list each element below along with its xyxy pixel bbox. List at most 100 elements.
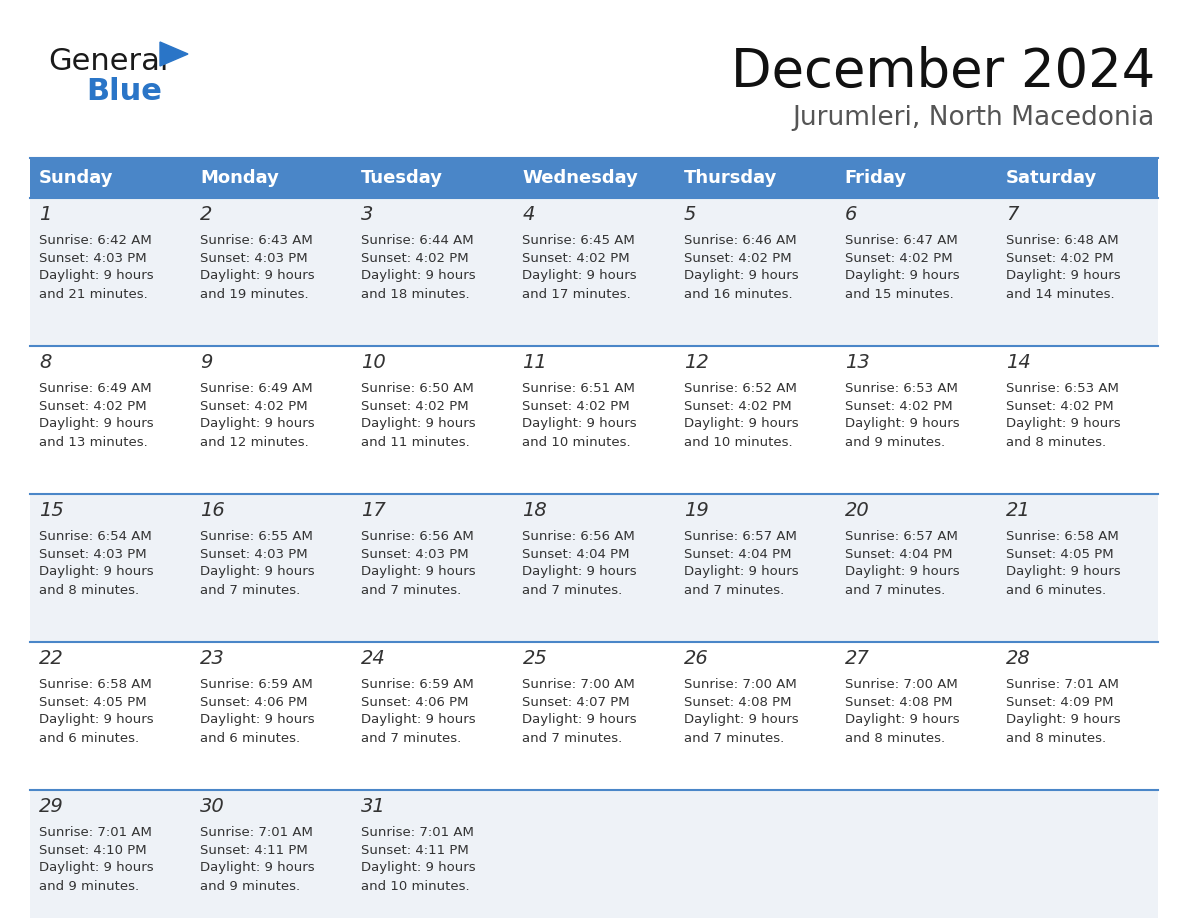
Text: 29: 29 (39, 797, 64, 815)
Text: Sunrise: 6:49 AM: Sunrise: 6:49 AM (39, 382, 152, 395)
Text: Sunrise: 6:46 AM: Sunrise: 6:46 AM (683, 233, 796, 247)
Text: and 7 minutes.: and 7 minutes. (361, 584, 461, 597)
Text: Sunrise: 6:50 AM: Sunrise: 6:50 AM (361, 382, 474, 395)
Text: Sunrise: 6:42 AM: Sunrise: 6:42 AM (39, 233, 152, 247)
Text: and 21 minutes.: and 21 minutes. (39, 287, 147, 300)
Text: Sunrise: 6:57 AM: Sunrise: 6:57 AM (683, 530, 796, 543)
Text: Daylight: 9 hours: Daylight: 9 hours (39, 418, 153, 431)
Text: 23: 23 (200, 648, 225, 667)
Bar (835, 158, 997, 198)
Text: and 7 minutes.: and 7 minutes. (683, 732, 784, 744)
Text: Daylight: 9 hours: Daylight: 9 hours (523, 713, 637, 726)
Text: Sunrise: 6:56 AM: Sunrise: 6:56 AM (523, 530, 636, 543)
Text: and 9 minutes.: and 9 minutes. (845, 435, 944, 449)
Text: Tuesday: Tuesday (361, 169, 443, 187)
Text: 19: 19 (683, 500, 708, 520)
Text: Daylight: 9 hours: Daylight: 9 hours (845, 418, 960, 431)
Text: 22: 22 (39, 648, 64, 667)
Text: Monday: Monday (200, 169, 279, 187)
Bar (30, 158, 191, 198)
Text: Friday: Friday (845, 169, 906, 187)
Text: Sunset: 4:04 PM: Sunset: 4:04 PM (523, 547, 630, 561)
Text: Sunrise: 7:01 AM: Sunrise: 7:01 AM (200, 825, 312, 838)
Text: Sunset: 4:04 PM: Sunset: 4:04 PM (845, 547, 953, 561)
Text: Sunset: 4:03 PM: Sunset: 4:03 PM (39, 547, 146, 561)
Text: Daylight: 9 hours: Daylight: 9 hours (39, 713, 153, 726)
Text: and 8 minutes.: and 8 minutes. (39, 584, 139, 597)
Text: Sunset: 4:03 PM: Sunset: 4:03 PM (39, 252, 146, 264)
Text: and 9 minutes.: and 9 minutes. (39, 879, 139, 892)
Text: 14: 14 (1006, 353, 1031, 372)
Bar (30, 642, 1158, 790)
Text: Sunrise: 6:47 AM: Sunrise: 6:47 AM (845, 233, 958, 247)
Bar (675, 158, 835, 198)
Text: and 8 minutes.: and 8 minutes. (1006, 435, 1106, 449)
Text: Sunset: 4:02 PM: Sunset: 4:02 PM (200, 399, 308, 412)
Text: Daylight: 9 hours: Daylight: 9 hours (683, 418, 798, 431)
Text: and 13 minutes.: and 13 minutes. (39, 435, 147, 449)
Text: 18: 18 (523, 500, 548, 520)
Text: Daylight: 9 hours: Daylight: 9 hours (200, 713, 315, 726)
Bar (191, 158, 353, 198)
Text: Sunset: 4:10 PM: Sunset: 4:10 PM (39, 844, 146, 856)
Text: and 8 minutes.: and 8 minutes. (1006, 732, 1106, 744)
Text: Daylight: 9 hours: Daylight: 9 hours (845, 270, 960, 283)
Text: and 10 minutes.: and 10 minutes. (683, 435, 792, 449)
Text: Sunset: 4:07 PM: Sunset: 4:07 PM (523, 696, 630, 709)
Text: Daylight: 9 hours: Daylight: 9 hours (1006, 713, 1120, 726)
Text: 11: 11 (523, 353, 548, 372)
Text: 4: 4 (523, 205, 535, 223)
Text: December 2024: December 2024 (731, 46, 1155, 98)
Text: Sunrise: 6:53 AM: Sunrise: 6:53 AM (1006, 382, 1119, 395)
Bar (30, 494, 1158, 642)
Text: and 7 minutes.: and 7 minutes. (361, 732, 461, 744)
Polygon shape (160, 42, 188, 66)
Text: Blue: Blue (86, 77, 162, 106)
Text: and 15 minutes.: and 15 minutes. (845, 287, 954, 300)
Text: Sunset: 4:05 PM: Sunset: 4:05 PM (1006, 547, 1113, 561)
Text: Sunset: 4:02 PM: Sunset: 4:02 PM (361, 399, 469, 412)
Text: Sunrise: 6:43 AM: Sunrise: 6:43 AM (200, 233, 312, 247)
Text: 31: 31 (361, 797, 386, 815)
Text: Sunset: 4:03 PM: Sunset: 4:03 PM (361, 547, 469, 561)
Text: 25: 25 (523, 648, 548, 667)
Text: Daylight: 9 hours: Daylight: 9 hours (361, 418, 476, 431)
Text: Sunset: 4:06 PM: Sunset: 4:06 PM (361, 696, 469, 709)
Text: Sunrise: 6:59 AM: Sunrise: 6:59 AM (200, 677, 312, 690)
Text: 13: 13 (845, 353, 870, 372)
Text: 5: 5 (683, 205, 696, 223)
Text: Sunset: 4:11 PM: Sunset: 4:11 PM (361, 844, 469, 856)
Text: Sunset: 4:02 PM: Sunset: 4:02 PM (1006, 399, 1113, 412)
Text: Sunrise: 6:44 AM: Sunrise: 6:44 AM (361, 233, 474, 247)
Text: Daylight: 9 hours: Daylight: 9 hours (39, 861, 153, 875)
Text: Daylight: 9 hours: Daylight: 9 hours (1006, 565, 1120, 578)
Text: Daylight: 9 hours: Daylight: 9 hours (683, 713, 798, 726)
Text: General: General (48, 48, 169, 76)
Text: Daylight: 9 hours: Daylight: 9 hours (683, 270, 798, 283)
Text: and 6 minutes.: and 6 minutes. (39, 732, 139, 744)
Text: Saturday: Saturday (1006, 169, 1097, 187)
Text: 8: 8 (39, 353, 51, 372)
Text: Sunset: 4:02 PM: Sunset: 4:02 PM (1006, 252, 1113, 264)
Text: and 6 minutes.: and 6 minutes. (200, 732, 301, 744)
Text: Sunset: 4:05 PM: Sunset: 4:05 PM (39, 696, 146, 709)
Text: Sunrise: 7:01 AM: Sunrise: 7:01 AM (39, 825, 152, 838)
Text: Sunset: 4:02 PM: Sunset: 4:02 PM (39, 399, 146, 412)
Text: and 7 minutes.: and 7 minutes. (683, 584, 784, 597)
Text: and 7 minutes.: and 7 minutes. (523, 732, 623, 744)
Text: and 16 minutes.: and 16 minutes. (683, 287, 792, 300)
Text: 20: 20 (845, 500, 870, 520)
Text: 9: 9 (200, 353, 213, 372)
Text: Sunrise: 6:48 AM: Sunrise: 6:48 AM (1006, 233, 1118, 247)
Text: Sunset: 4:08 PM: Sunset: 4:08 PM (683, 696, 791, 709)
Text: Sunset: 4:06 PM: Sunset: 4:06 PM (200, 696, 308, 709)
Text: and 10 minutes.: and 10 minutes. (523, 435, 631, 449)
Text: Sunrise: 6:57 AM: Sunrise: 6:57 AM (845, 530, 958, 543)
Text: Sunrise: 7:01 AM: Sunrise: 7:01 AM (361, 825, 474, 838)
Text: 2: 2 (200, 205, 213, 223)
Bar (30, 198, 1158, 346)
Text: Sunrise: 6:49 AM: Sunrise: 6:49 AM (200, 382, 312, 395)
Text: and 17 minutes.: and 17 minutes. (523, 287, 631, 300)
Text: and 7 minutes.: and 7 minutes. (845, 584, 944, 597)
Text: and 6 minutes.: and 6 minutes. (1006, 584, 1106, 597)
